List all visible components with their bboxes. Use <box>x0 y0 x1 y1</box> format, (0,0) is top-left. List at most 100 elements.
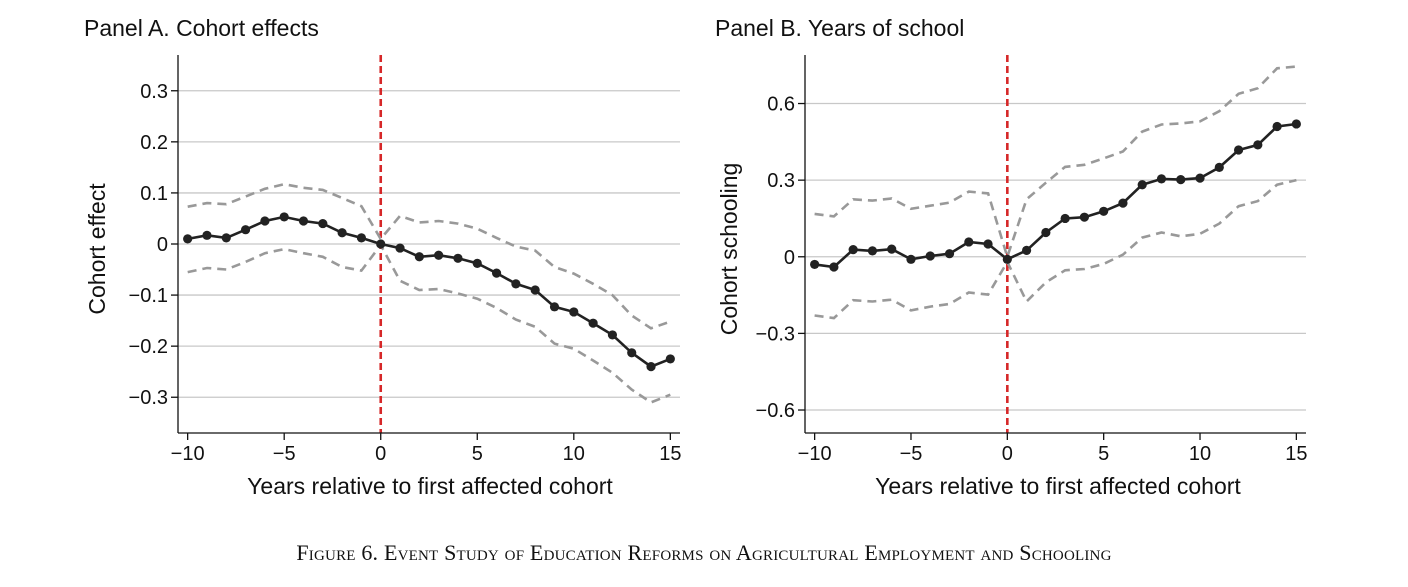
panel-b-estimate-point <box>1118 198 1128 208</box>
panel-a-estimate-point <box>337 228 347 238</box>
panel-b-estimate-point <box>906 254 916 264</box>
panel-b-estimate-point <box>1041 227 1051 238</box>
panel-b-x-tick-label: −5 <box>900 443 923 465</box>
panel-b-estimate-point <box>887 244 897 254</box>
panel-a-x-tick-label: −5 <box>273 443 296 465</box>
panel-a-estimate-point <box>260 216 270 226</box>
panel-a-estimate-point <box>511 279 521 289</box>
panel-a-estimate-series <box>183 212 675 372</box>
panel-a-estimate-point <box>569 307 579 317</box>
panel-b-estimate-point <box>983 239 993 249</box>
panel-b-x-axis-label: Years relative to first affected cohort <box>875 473 1241 499</box>
panel-a-estimate-point <box>183 234 193 244</box>
panel-b-y-tick-label: 0.6 <box>767 94 795 116</box>
panel-a-x-tick-label: 0 <box>375 443 386 465</box>
panel-a-x-axis-label: Years relative to first affected cohort <box>247 473 613 499</box>
panel-a-estimate-point <box>530 285 540 295</box>
panel-a-y-ticks: 0.3 0.2 0.1 0 −0.1 −0.2 −0.3 <box>129 81 178 409</box>
panel-b-x-tick-label: 5 <box>1098 443 1109 465</box>
panel-b-estimate-point <box>1156 174 1167 184</box>
panel-b-x-tick-label: 0 <box>1002 443 1013 465</box>
panel-a-estimate-point <box>453 253 463 263</box>
panel-a-estimate-point <box>472 258 482 269</box>
panel-b-estimate-point <box>1079 212 1090 222</box>
panel-b-estimate-point <box>925 251 935 261</box>
panel-a-chart: Panel A. Cohort effects 0.3 0.2 0.1 0 −0.1 −0… <box>84 15 681 499</box>
panel-a-estimate-point <box>279 212 289 222</box>
panel-b-estimate-point <box>964 237 974 247</box>
panel-a-estimate-point <box>318 218 328 229</box>
panel-a-y-tick-label: −0.1 <box>129 285 168 307</box>
panel-a-x-ticks: −10 −5 0 5 10 15 <box>171 433 681 465</box>
panel-b-axes <box>804 55 1306 434</box>
panel-a-estimate-line <box>187 215 671 369</box>
panel-a-estimate-point <box>298 216 309 226</box>
panel-b-y-tick-label: 0 <box>784 247 795 269</box>
panel-a-y-axis-label: Cohort effect <box>84 183 110 315</box>
panel-b-y-ticks: 0.6 0.3 0 −0.3 −0.6 <box>756 94 805 422</box>
panel-b-estimate-point <box>1060 213 1070 224</box>
panel-b-estimate-point <box>1272 121 1282 132</box>
panel-a-y-tick-label: −0.3 <box>129 387 168 409</box>
figure-caption: Figure 6. Event Study of Education Refor… <box>296 540 1112 565</box>
panel-b-x-tick-label: 15 <box>1285 443 1307 465</box>
panel-a-estimate-point <box>434 250 444 260</box>
panel-a-estimate-point <box>646 361 656 372</box>
panel-b-x-tick-label: −10 <box>798 443 832 465</box>
panel-b-estimate-point <box>1176 175 1186 185</box>
panel-a-gridlines <box>178 90 680 398</box>
panel-a-y-tick-label: 0 <box>157 234 168 256</box>
panel-a-y-tick-label: 0.3 <box>140 81 168 103</box>
panel-a-y-tick-label: 0.1 <box>140 183 168 205</box>
panel-b-estimate-point <box>1099 206 1109 216</box>
panel-b-estimate-point <box>1002 254 1012 264</box>
panel-b-estimate-point <box>1137 180 1147 190</box>
panel-a-estimate-point <box>549 302 560 312</box>
panel-a-x-tick-label: 10 <box>563 443 585 465</box>
panel-a-x-tick-label: 5 <box>472 443 483 465</box>
panel-b-estimate-point <box>810 259 820 270</box>
panel-b-lower-ci-line <box>814 178 1297 320</box>
panel-b-estimate-point <box>1195 173 1205 183</box>
panel-a-estimate-point <box>395 243 405 253</box>
panel-a-y-tick-label: −0.2 <box>129 336 168 358</box>
panel-a-upper-ci-line <box>187 182 671 330</box>
panel-b-y-axis-label: Cohort schooling <box>716 163 742 336</box>
panel-b-estimate-point <box>1253 140 1263 150</box>
panel-b-chart: Panel B. Years of school 0.6 0.3 0 −0.3 −0.6… <box>715 15 1307 499</box>
panel-b-estimate-point <box>1214 162 1224 172</box>
panel-b-estimate-point <box>1233 145 1244 155</box>
panel-b-x-ticks: −10 −5 0 5 10 15 <box>798 433 1307 465</box>
panel-b-estimate-point <box>1291 119 1301 129</box>
panel-a-lower-ci-line <box>187 242 671 404</box>
panel-a-estimate-point <box>356 233 367 243</box>
panel-b-y-tick-label: −0.6 <box>756 400 795 422</box>
panel-b-estimate-point <box>829 262 839 272</box>
panel-b-confidence-bands <box>814 65 1297 320</box>
panel-a-estimate-point <box>414 252 424 262</box>
panel-b-estimate-point <box>944 249 955 259</box>
panel-a-y-tick-label: 0.2 <box>140 132 168 154</box>
panel-a-estimate-point <box>491 268 502 278</box>
panel-a-estimate-point <box>607 330 618 340</box>
panel-a-estimate-point <box>627 348 637 358</box>
panel-b-estimate-point <box>1021 245 1032 255</box>
panel-b-upper-ci-line <box>814 65 1297 262</box>
panel-b-y-tick-label: 0.3 <box>767 170 795 192</box>
panel-a-estimate-point <box>202 230 212 240</box>
panel-b-estimate-line <box>814 122 1297 269</box>
panel-a-estimate-point <box>221 233 231 243</box>
panel-a-estimate-point <box>588 318 598 328</box>
panel-a-estimate-point <box>240 225 251 235</box>
panel-a-estimate-point <box>665 354 675 364</box>
panel-a-estimate-point <box>376 239 386 249</box>
panel-b-estimate-point <box>867 246 878 256</box>
panel-b-x-tick-label: 10 <box>1189 443 1211 465</box>
panel-b-estimate-series <box>810 119 1301 272</box>
panel-a-x-tick-label: −10 <box>171 443 205 465</box>
panel-a-confidence-bands <box>187 182 671 404</box>
panel-b-estimate-point <box>848 245 858 255</box>
panel-b-title: Panel B. Years of school <box>715 15 964 41</box>
panel-b-y-tick-label: −0.3 <box>756 323 795 345</box>
